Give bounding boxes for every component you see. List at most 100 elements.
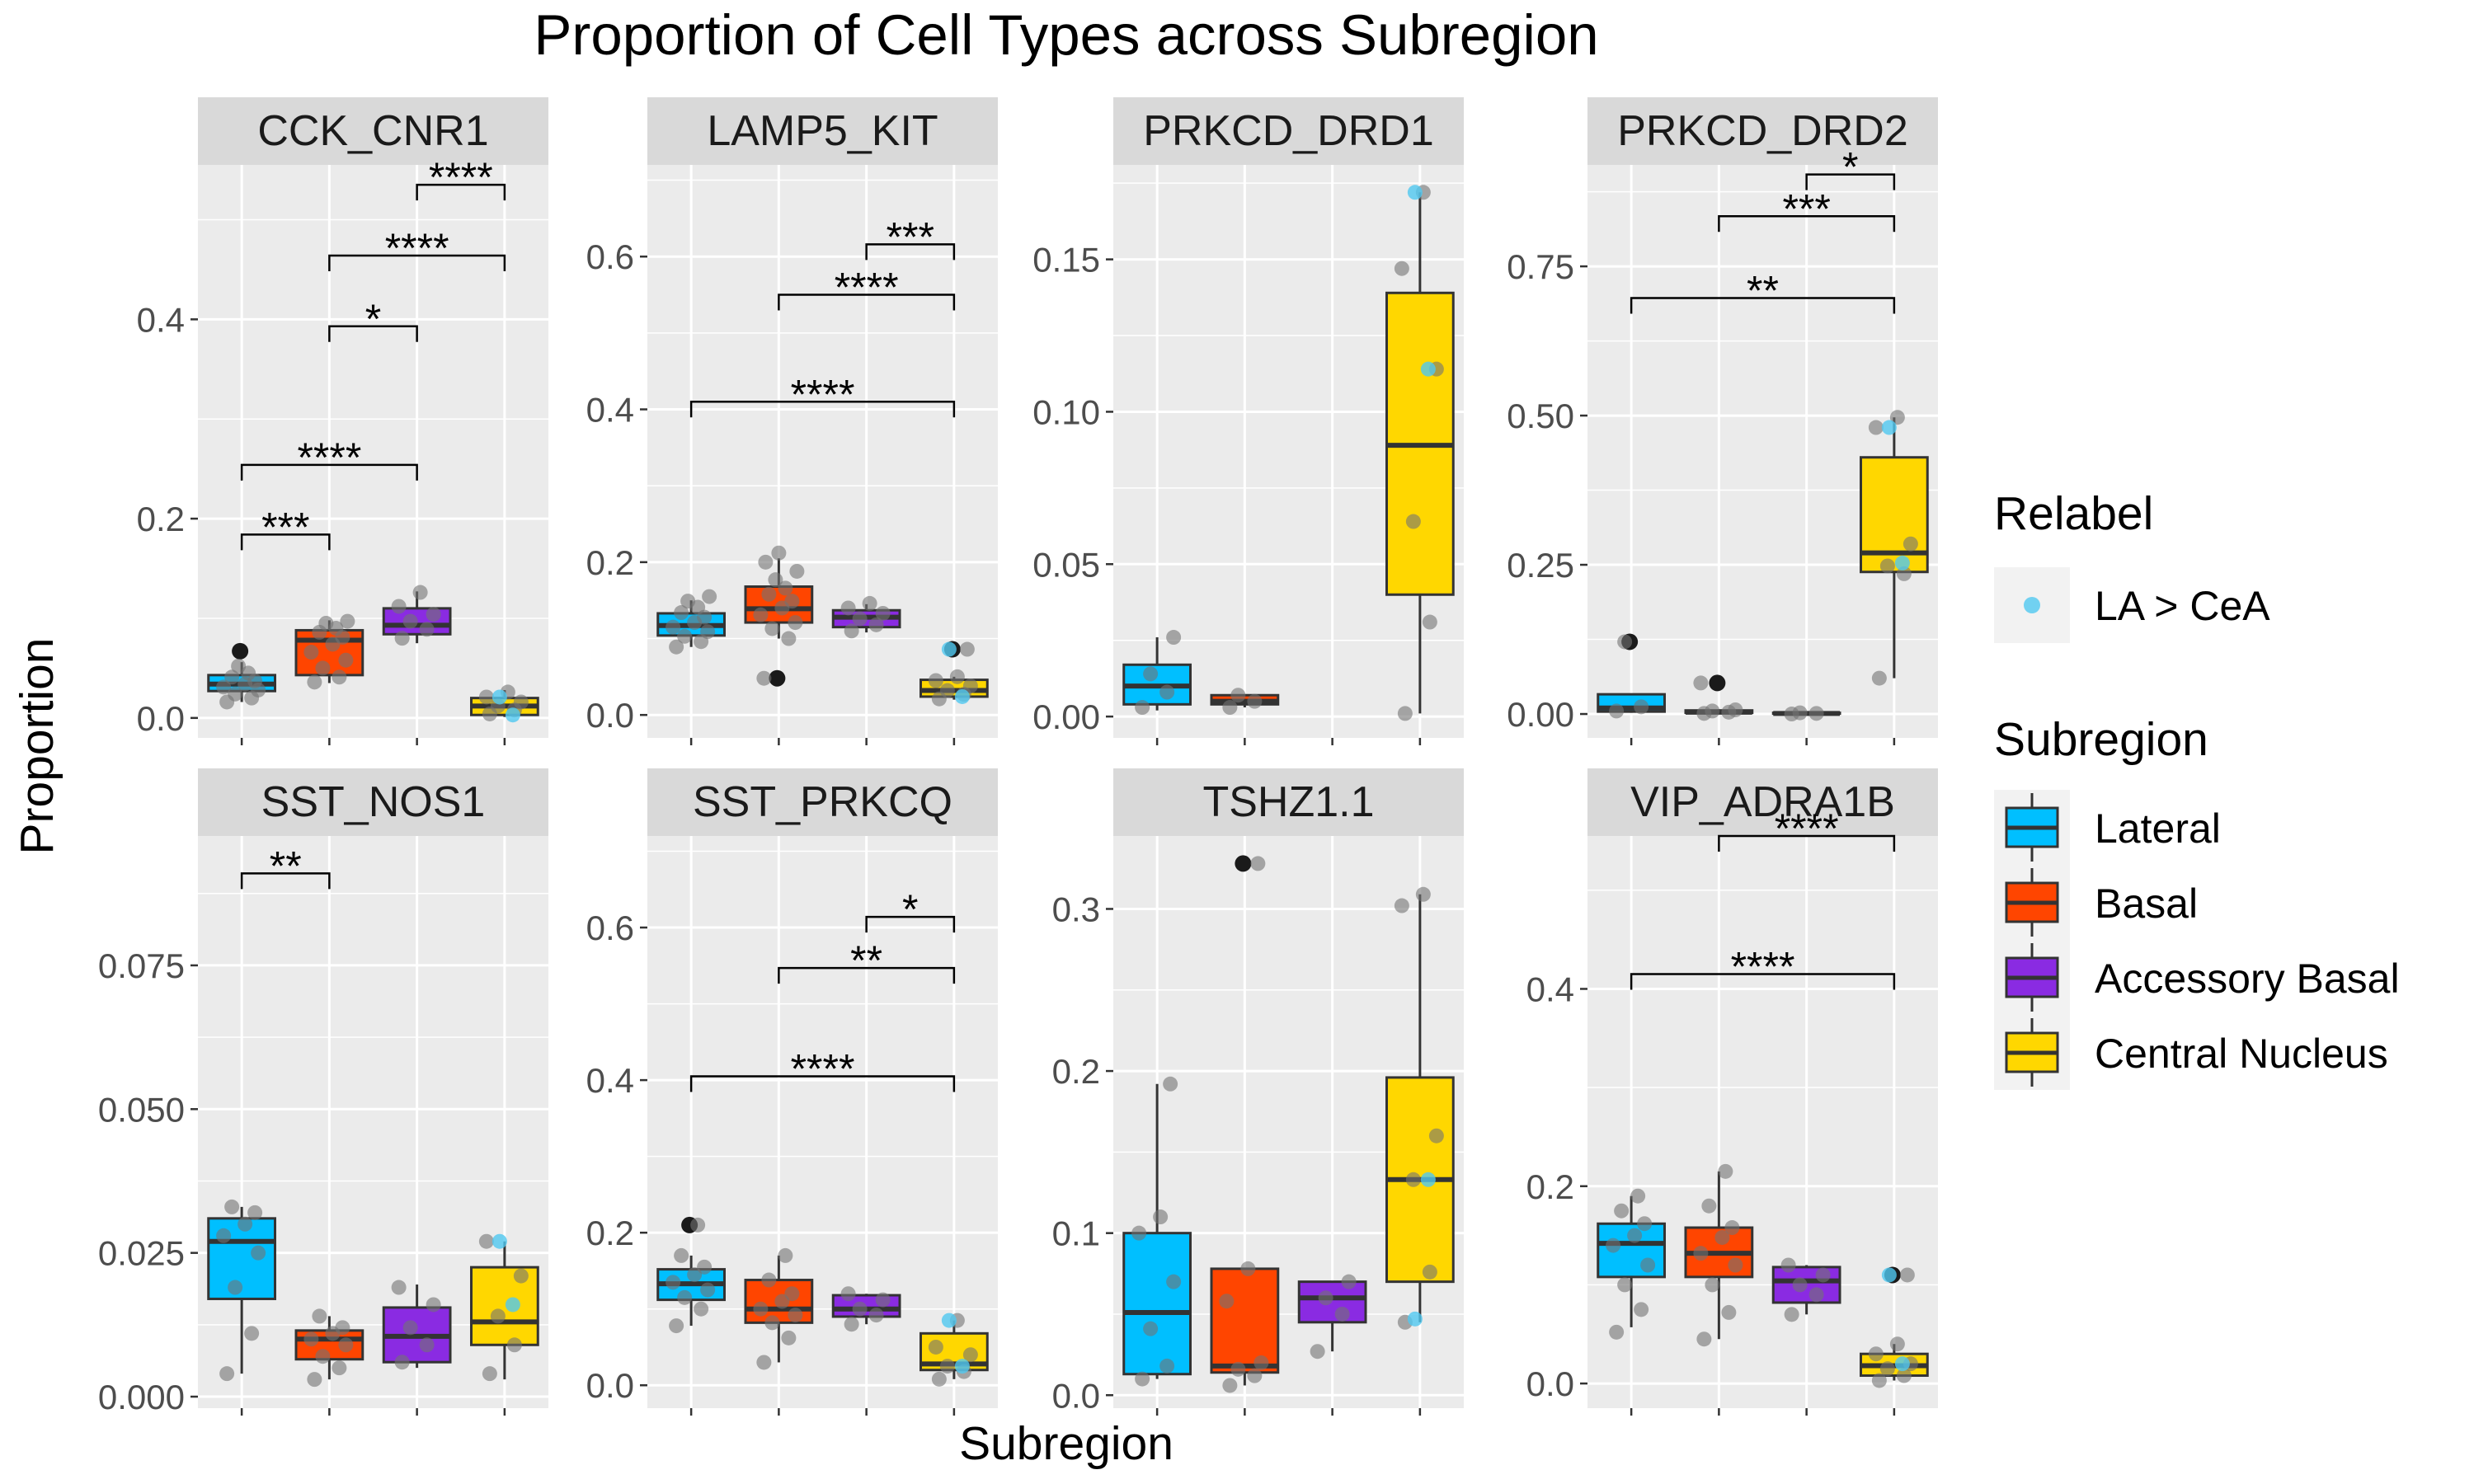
data-point <box>1166 630 1182 646</box>
data-point <box>1222 1378 1238 1393</box>
significance-bracket: * <box>1805 144 1896 190</box>
strip-label: TSHZ1.1 <box>1202 778 1374 826</box>
data-point <box>1808 1287 1824 1303</box>
significance-label: * <box>1842 144 1858 190</box>
y-tick-label: 0.2 <box>586 1214 634 1252</box>
legend-entry-basal: Basal <box>1994 865 2198 940</box>
data-point <box>1230 688 1246 703</box>
strip-background <box>1113 97 1464 165</box>
data-point <box>340 613 355 629</box>
data-point <box>677 628 693 644</box>
y-tick-label: 0.050 <box>98 1090 185 1129</box>
data-point <box>303 645 319 660</box>
significance-label: **** <box>297 434 361 481</box>
data-point <box>700 624 716 640</box>
significance-bracket: **** <box>1718 805 1896 852</box>
data-point <box>781 631 797 646</box>
data-point <box>1693 1246 1709 1261</box>
y-tick-label: 0.4 <box>137 300 185 339</box>
y-tick-label: 0.0 <box>1526 1364 1574 1403</box>
data-point <box>1606 1237 1621 1253</box>
data-point <box>962 1347 978 1363</box>
data-point <box>674 605 689 621</box>
data-point <box>1159 1358 1175 1374</box>
data-point <box>697 1259 713 1275</box>
data-point <box>219 1366 235 1382</box>
y-tick-label: 0.0 <box>586 696 634 735</box>
data-point <box>844 1317 859 1332</box>
data-point <box>928 1339 943 1355</box>
y-tick-label: 0.2 <box>137 500 185 538</box>
data-point <box>1634 1302 1649 1317</box>
data-point <box>852 1301 868 1317</box>
data-point <box>1250 856 1266 871</box>
y-tick-label: 0.6 <box>586 237 634 276</box>
data-point <box>756 670 772 686</box>
data-point <box>1415 886 1431 902</box>
data-point <box>1131 1225 1147 1241</box>
data-point <box>238 1216 253 1232</box>
data-point <box>426 607 441 622</box>
data-point <box>1718 1163 1733 1179</box>
data-point <box>758 554 774 570</box>
data-point <box>402 613 418 629</box>
y-tick-label: 0.10 <box>1032 392 1100 431</box>
data-point <box>338 1337 354 1353</box>
relabel-point <box>941 1313 957 1328</box>
panel-sst-nos1: SST_NOS1 0.000 0.025 0.050 0.075 ** <box>98 768 548 1416</box>
data-point <box>1879 558 1895 574</box>
legend-title-subregion: Subregion <box>1994 713 2208 766</box>
data-point <box>868 617 884 632</box>
y-tick-label: 0.50 <box>1507 397 1574 435</box>
significance-bracket: **** <box>328 225 506 271</box>
bracket-line <box>240 872 331 890</box>
data-point <box>1637 1216 1653 1232</box>
data-point <box>1222 700 1238 716</box>
strip-label: CCK_CNR1 <box>257 107 488 155</box>
panel-vip-adra1b: VIP_ADRA1B 0.0 0.2 0.4 **** **** <box>1526 768 1938 1416</box>
relabel-point <box>492 1233 507 1249</box>
data-point <box>1724 1220 1740 1236</box>
legend-label: Basal <box>2095 881 2198 927</box>
panel-prkcd-drd1: PRKCD_DRD1 0.00 0.05 0.10 0.15 <box>1032 97 1464 745</box>
data-point <box>931 1371 947 1387</box>
data-point <box>1159 684 1175 700</box>
data-point <box>315 660 331 676</box>
data-point <box>666 1275 681 1290</box>
data-point <box>840 1286 856 1302</box>
data-point <box>332 669 347 685</box>
bracket-line <box>689 401 956 418</box>
outlier-point <box>232 642 249 660</box>
y-tick-label: 0.025 <box>98 1234 185 1273</box>
data-point <box>761 586 777 602</box>
significance-label: ** <box>850 937 882 984</box>
data-point <box>394 631 410 646</box>
relabel-point <box>1420 361 1436 377</box>
significance-label: * <box>902 886 918 932</box>
legend-entry-accessory-basal: Accessory Basal <box>1994 940 2400 1015</box>
strip-background <box>647 768 998 836</box>
box-central-nucleus <box>1385 894 1455 1322</box>
y-axis-label: Proportion <box>11 638 63 855</box>
data-point <box>1868 1346 1884 1362</box>
data-point <box>419 622 435 637</box>
data-point <box>1609 703 1625 719</box>
data-point <box>482 1366 497 1382</box>
box-body <box>1210 1267 1280 1374</box>
significance-label: **** <box>385 225 449 271</box>
data-point <box>680 594 696 609</box>
data-point <box>315 1349 331 1364</box>
y-tick-label: 0.0 <box>586 1366 634 1405</box>
data-point <box>1219 1294 1235 1309</box>
data-point <box>1714 1229 1730 1245</box>
data-point <box>1247 693 1263 709</box>
significance-bracket: **** <box>778 265 956 311</box>
data-point <box>1310 1344 1325 1360</box>
significance-label: **** <box>791 1045 855 1092</box>
data-point <box>1143 1321 1159 1336</box>
bracket-line <box>416 183 506 201</box>
data-point <box>1693 675 1709 691</box>
significance-bracket: *** <box>240 504 331 550</box>
strip-background <box>1113 768 1464 836</box>
